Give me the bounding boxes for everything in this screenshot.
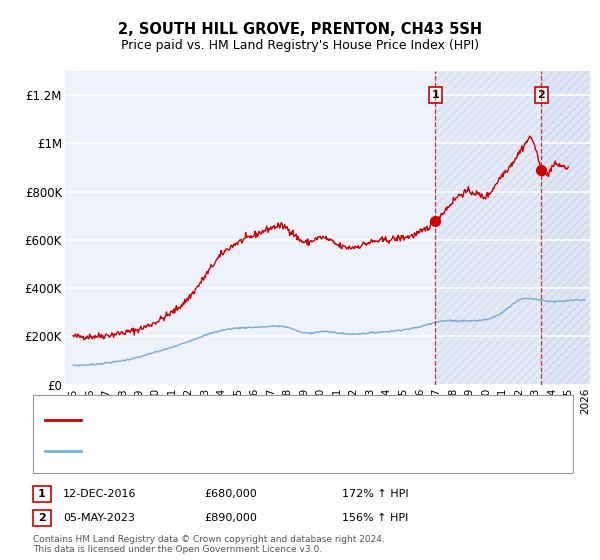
- Text: 2, SOUTH HILL GROVE, PRENTON, CH43 5SH: 2, SOUTH HILL GROVE, PRENTON, CH43 5SH: [118, 22, 482, 38]
- Bar: [436, 71, 590, 385]
- Text: £680,000: £680,000: [204, 489, 257, 499]
- Text: 2, SOUTH HILL GROVE, PRENTON, CH43 5SH (detached house): 2, SOUTH HILL GROVE, PRENTON, CH43 5SH (…: [90, 415, 440, 425]
- Bar: [436, 71, 590, 385]
- Text: 2: 2: [38, 513, 46, 523]
- Text: HPI: Average price, detached house, Wirral: HPI: Average price, detached house, Wirr…: [90, 446, 329, 456]
- Text: 12-DEC-2016: 12-DEC-2016: [63, 489, 137, 499]
- Text: 172% ↑ HPI: 172% ↑ HPI: [342, 489, 409, 499]
- Bar: [541, 71, 590, 385]
- Text: 1: 1: [431, 90, 439, 100]
- Text: £890,000: £890,000: [204, 513, 257, 523]
- Text: Contains HM Land Registry data © Crown copyright and database right 2024.
This d: Contains HM Land Registry data © Crown c…: [33, 535, 385, 554]
- Text: 156% ↑ HPI: 156% ↑ HPI: [342, 513, 409, 523]
- Text: 1: 1: [38, 489, 46, 499]
- Text: Price paid vs. HM Land Registry's House Price Index (HPI): Price paid vs. HM Land Registry's House …: [121, 39, 479, 52]
- Bar: [541, 71, 590, 385]
- Text: 2: 2: [538, 90, 545, 100]
- Text: 05-MAY-2023: 05-MAY-2023: [63, 513, 135, 523]
